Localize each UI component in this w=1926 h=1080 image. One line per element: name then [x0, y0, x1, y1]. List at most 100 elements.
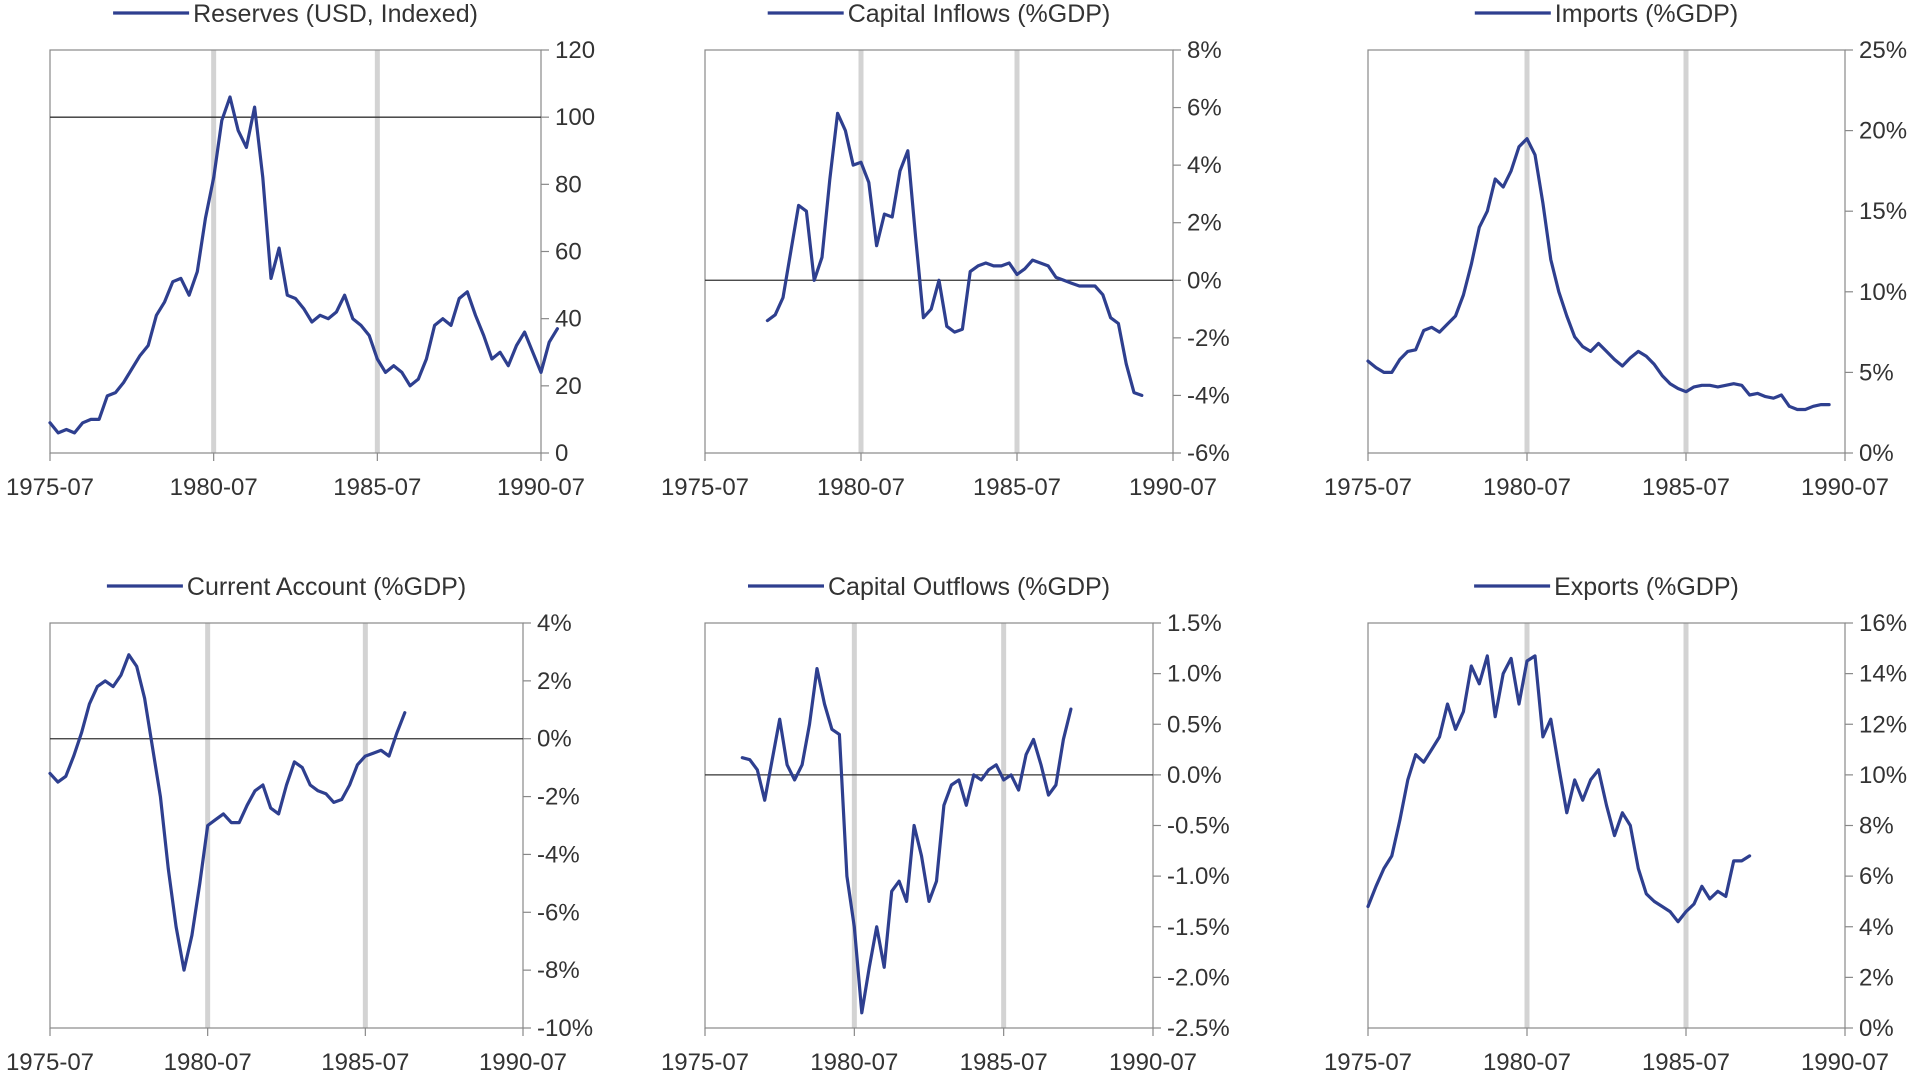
plot-frame	[1367, 49, 1846, 454]
y-tick-label: 2%	[1859, 964, 1894, 991]
x-tick-label: 1980-07	[810, 1049, 898, 1075]
chart-panel: 1975-07 1980-07 1985-07 1990-07 -10% -8% -6% -4…	[6, 573, 593, 1076]
x-tick-label: 1980-07	[1483, 1049, 1571, 1075]
y-tick-label: 60	[555, 239, 582, 266]
legend: Capital Inflows (%GDP)	[767, 0, 1111, 28]
legend: Imports (%GDP)	[1474, 0, 1738, 28]
plot-frame	[49, 49, 542, 454]
x-tick-label: 1975-07	[1324, 1049, 1412, 1075]
series-line	[740, 666, 1073, 1015]
y-tick-label: 0.0%	[1167, 762, 1222, 789]
y-tick-label: 12%	[1859, 711, 1907, 738]
x-tick-label: 1975-07	[1324, 474, 1412, 501]
y-tick-label: 4%	[537, 610, 572, 637]
y-tick-label: 4%	[1187, 152, 1222, 179]
x-tick-label: 1990-07	[1801, 474, 1889, 501]
x-tick-label: 1985-07	[1642, 1049, 1730, 1075]
series-line	[1366, 654, 1752, 924]
y-tick-label: 14%	[1859, 661, 1907, 688]
y-tick-label: 100	[555, 104, 595, 131]
x-tick-label: 1980-07	[164, 1049, 252, 1075]
x-tick-label: 1985-07	[1642, 474, 1730, 501]
legend-label: Imports (%GDP)	[1555, 0, 1738, 28]
x-tick-label: 1990-07	[1109, 1049, 1197, 1075]
y-tick-label: 20%	[1859, 118, 1907, 145]
x-tick-label: 1985-07	[973, 474, 1061, 501]
legend-label: Reserves (USD, Indexed)	[193, 0, 478, 28]
y-tick-label: 0.5%	[1167, 711, 1222, 738]
y-tick-label: -10%	[537, 1015, 593, 1042]
chart-panel: 1975-07 1980-07 1985-07 1990-07 -6% -4% -2% 0% 2…	[661, 0, 1230, 501]
y-tick-label: 0%	[1859, 1015, 1894, 1042]
y-tick-label: 1.5%	[1167, 610, 1222, 637]
y-tick-label: 8%	[1187, 37, 1222, 64]
y-tick-label: -4%	[537, 841, 580, 868]
series-line	[48, 653, 407, 972]
y-tick-label: 0%	[1187, 267, 1222, 294]
y-tick-label: 2%	[537, 668, 572, 695]
y-tick-label: -4%	[1187, 382, 1230, 409]
legend-label: Capital Outflows (%GDP)	[828, 573, 1110, 601]
x-tick-label: 1990-07	[479, 1049, 567, 1075]
y-tick-label: -6%	[1187, 440, 1230, 467]
legend: Capital Outflows (%GDP)	[748, 573, 1110, 601]
y-tick-label: 0%	[1859, 440, 1894, 467]
legend-label: Capital Inflows (%GDP)	[848, 0, 1111, 28]
y-tick-label: 15%	[1859, 198, 1907, 225]
y-tick-label: -1.5%	[1167, 914, 1230, 941]
x-tick-label: 1985-07	[960, 1049, 1048, 1075]
y-tick-label: 40	[555, 306, 582, 333]
chart-panel: 1975-07 1980-07 1985-07 1990-07 -2.5% -2.0% -1…	[661, 573, 1230, 1076]
x-tick-label: 1980-07	[817, 474, 905, 501]
y-tick-label: 80	[555, 171, 582, 198]
y-tick-label: 5%	[1859, 359, 1894, 386]
y-tick-label: -2.5%	[1167, 1015, 1230, 1042]
y-tick-label: 1.0%	[1167, 661, 1222, 688]
y-tick-label: 6%	[1187, 95, 1222, 122]
plot-frame	[704, 49, 1174, 454]
legend: Current Account (%GDP)	[106, 573, 466, 601]
y-tick-label: -8%	[537, 957, 580, 984]
y-tick-label: -6%	[537, 899, 580, 926]
chart-panel: 1975-07 1980-07 1985-07 1990-07 0 20 40 60 80 100…	[6, 0, 595, 501]
x-tick-label: 1975-07	[661, 474, 749, 501]
x-tick-label: 1990-07	[1129, 474, 1217, 501]
y-tick-label: 20	[555, 373, 582, 400]
x-tick-label: 1975-07	[661, 1049, 749, 1075]
y-tick-label: -2%	[537, 784, 580, 811]
x-tick-label: 1990-07	[1801, 1049, 1889, 1075]
x-tick-label: 1985-07	[333, 474, 421, 501]
x-tick-label: 1975-07	[6, 474, 94, 501]
x-tick-label: 1980-07	[170, 474, 258, 501]
series-line	[1366, 137, 1831, 412]
x-tick-label: 1985-07	[321, 1049, 409, 1075]
y-tick-label: -1.0%	[1167, 863, 1230, 890]
y-tick-label: 10%	[1859, 762, 1907, 789]
y-tick-label: 120	[555, 37, 595, 64]
y-tick-label: 25%	[1859, 37, 1907, 64]
y-tick-label: 6%	[1859, 863, 1894, 890]
y-tick-label: -2.0%	[1167, 964, 1230, 991]
y-tick-label: 0%	[537, 726, 572, 753]
x-tick-label: 1980-07	[1483, 474, 1571, 501]
y-tick-label: 8%	[1859, 813, 1894, 840]
x-tick-label: 1975-07	[6, 1049, 94, 1075]
legend: Exports (%GDP)	[1474, 573, 1739, 601]
legend-label: Current Account (%GDP)	[187, 573, 466, 601]
y-tick-label: -0.5%	[1167, 813, 1230, 840]
y-tick-label: 4%	[1859, 914, 1894, 941]
plot-frame	[49, 622, 524, 1029]
y-tick-label: 0	[555, 440, 568, 467]
series-line	[48, 95, 560, 435]
series-line	[765, 111, 1144, 397]
chart-panel: 1975-07 1980-07 1985-07 1990-07 0% 5% 10% 15% 20…	[1324, 0, 1907, 501]
x-tick-label: 1990-07	[497, 474, 585, 501]
chart-panel: 1975-07 1980-07 1985-07 1990-07 0% 2% 4% 6% 8% 10…	[1324, 573, 1907, 1076]
legend-label: Exports (%GDP)	[1554, 573, 1739, 601]
y-tick-label: -2%	[1187, 325, 1230, 352]
y-tick-label: 2%	[1187, 210, 1222, 237]
legend: Reserves (USD, Indexed)	[113, 0, 478, 28]
plot-frame	[704, 622, 1154, 1029]
